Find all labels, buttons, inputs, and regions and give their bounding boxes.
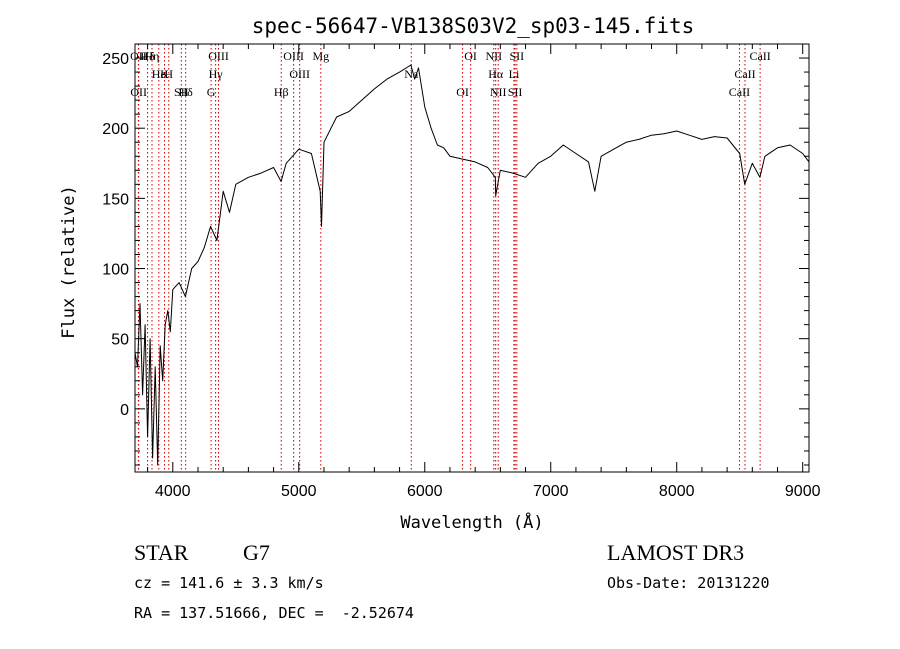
spectral-line-label: H [164, 67, 173, 81]
y-tick-label: 50 [111, 332, 129, 349]
spectrum-series-line [134, 64, 810, 466]
y-tick-label: 150 [102, 191, 129, 208]
survey-name: LAMOST DR3 [607, 540, 745, 565]
x-tick-label: 9000 [785, 483, 821, 500]
spectral-line-label: Hγ [209, 67, 224, 81]
spectral-line-label: CaII [734, 67, 755, 81]
spectral-line-label: Mg [312, 49, 329, 63]
spectral-line-label: SII [510, 49, 525, 63]
spectral-line-label: OIII [208, 49, 229, 63]
spectral-line-label: NII [485, 49, 502, 63]
obs-date: Obs-Date: 20131220 [607, 574, 770, 592]
spectral-line-label: NII [490, 85, 507, 99]
spectral-line-label: OII [130, 85, 147, 99]
spectral-line-label: Li [509, 67, 520, 81]
spectral-line-label: CaII [749, 49, 770, 63]
spectral-line-label: CaII [729, 85, 750, 99]
y-axis: 0 50 100 150 200 250 [102, 43, 809, 466]
chart-title: spec-56647-VB138S03V2_sp03-145.fits [252, 14, 695, 38]
spectral-line-label: Hβ [274, 85, 289, 99]
spectral-line-label: OI [464, 49, 477, 63]
x-tick-label: 6000 [407, 483, 443, 500]
spectral-line-label: G [207, 85, 216, 99]
x-tick-label: 7000 [533, 483, 569, 500]
spectral-line-label: Hη [145, 49, 160, 63]
y-tick-label: 250 [102, 51, 129, 68]
spectral-line-label: SII [174, 85, 189, 99]
series-group [134, 64, 810, 466]
object-class: STAR [134, 540, 189, 565]
spectral-line-markers [137, 44, 761, 472]
y-tick-label: 100 [102, 262, 129, 279]
x-tick-label: 4000 [155, 483, 191, 500]
plot-frame [134, 43, 810, 473]
x-tick-label: 5000 [281, 483, 317, 500]
y-axis-label: Flux (relative) [59, 185, 79, 339]
spectral-line-label: OIII [283, 49, 304, 63]
spectral-line-labels: HδKHδOIIHeSIIOIIIHγOIIHηHGOIIIOIIIHβMgNa… [130, 49, 771, 99]
spectral-line-label: Hδ [140, 49, 155, 63]
velocity-readout: cz = 141.6 ± 3.3 km/s [134, 574, 324, 592]
coordinates: RA = 137.51666, DEC = -2.52674 [134, 604, 414, 622]
x-axis-label: Wavelength (Å) [400, 511, 543, 533]
y-tick-label: 0 [120, 402, 129, 419]
x-tick-label: 8000 [659, 483, 695, 500]
spectral-line-label: Hα [488, 67, 504, 81]
y-tick-label: 200 [102, 121, 129, 138]
spectral-line-label: OI [456, 85, 469, 99]
spectral-line-label: K [160, 67, 169, 81]
spectral-line-label: OII [130, 49, 147, 63]
spectral-subclass: G7 [243, 540, 270, 565]
spectral-line-label: He [152, 67, 166, 81]
spectral-line-label: Hδ [178, 85, 193, 99]
spectral-line-label: OIII [289, 67, 310, 81]
spectral-line-label: SII [508, 85, 523, 99]
x-axis: 4000 5000 6000 7000 8000 9000 [147, 44, 821, 500]
